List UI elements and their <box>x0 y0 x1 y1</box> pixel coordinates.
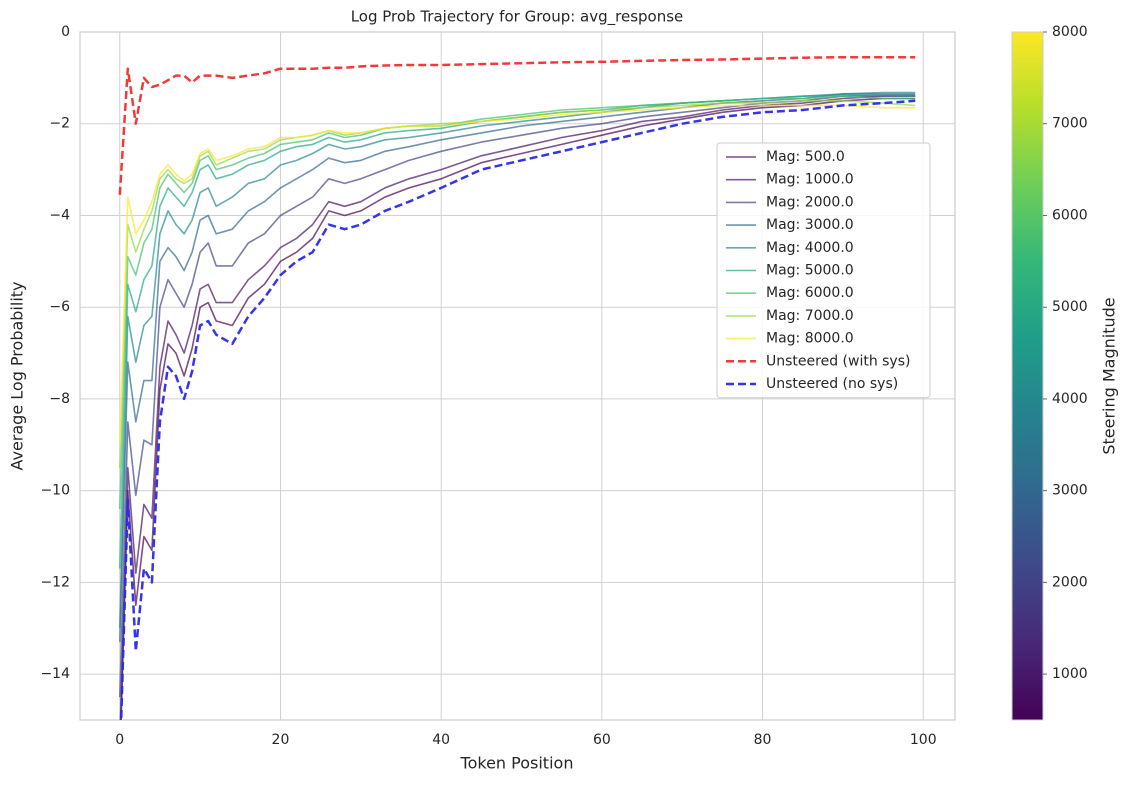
lines <box>118 55 916 720</box>
colorbar-tick-label: 4000 <box>1052 391 1088 407</box>
legend-label: Unsteered (with sys) <box>766 353 910 369</box>
chart-title: Log Prob Trajectory for Group: avg_respo… <box>351 8 684 27</box>
colorbar-tick-label: 2000 <box>1052 574 1088 590</box>
x-tick-label: 40 <box>432 732 450 748</box>
colorbar-tick-label: 8000 <box>1052 24 1088 40</box>
x-tick-label: 80 <box>754 732 772 748</box>
colorbar-label: Steering Magnitude <box>1100 297 1119 454</box>
y-tick-label: −8 <box>49 391 70 407</box>
legend-label: Unsteered (no sys) <box>766 376 898 392</box>
legend-label: Mag: 4000.0 <box>766 240 854 256</box>
series-line <box>119 104 916 445</box>
y-tick-label: −2 <box>49 116 70 132</box>
legend-label: Mag: 7000.0 <box>766 308 854 324</box>
colorbar-tick-label: 3000 <box>1052 483 1088 499</box>
legend-label: Mag: 1000.0 <box>766 172 854 188</box>
series-line <box>119 94 916 698</box>
y-tick-label: −14 <box>40 666 70 682</box>
x-tick-label: 0 <box>115 732 124 748</box>
series-line <box>120 97 916 720</box>
x-tick-label: 60 <box>593 732 611 748</box>
legend-label: Mag: 5000.0 <box>766 263 854 279</box>
legend-label: Mag: 8000.0 <box>766 331 854 347</box>
legend-label: Mag: 3000.0 <box>766 217 854 233</box>
y-tick-label: 0 <box>61 24 70 40</box>
legend-label: Mag: 2000.0 <box>766 194 854 210</box>
legend-label: Mag: 500.0 <box>766 149 845 165</box>
x-tick-label: 20 <box>272 732 290 748</box>
y-tick-label: −10 <box>40 483 70 499</box>
y-tick-label: −6 <box>49 299 70 315</box>
colorbar <box>1011 31 1044 721</box>
colorbar-tick-label: 6000 <box>1052 207 1088 223</box>
colorbar-tick-label: 1000 <box>1052 666 1088 682</box>
y-tick-label: −4 <box>49 207 70 223</box>
series-line <box>118 55 916 195</box>
x-axis-label: Token Position <box>460 754 574 773</box>
colorbar-tick-label: 5000 <box>1052 299 1088 315</box>
colorbar-tick-label: 7000 <box>1052 116 1088 132</box>
legend-box <box>716 142 931 399</box>
series-line <box>119 99 916 720</box>
series-line <box>119 95 916 720</box>
y-axis-label: Average Log Probability <box>8 281 27 470</box>
legend-label: Mag: 6000.0 <box>766 285 854 301</box>
series-line <box>119 95 916 510</box>
plot-frame <box>79 31 956 721</box>
y-tick-label: −12 <box>40 574 70 590</box>
x-tick-label: 100 <box>910 732 937 748</box>
